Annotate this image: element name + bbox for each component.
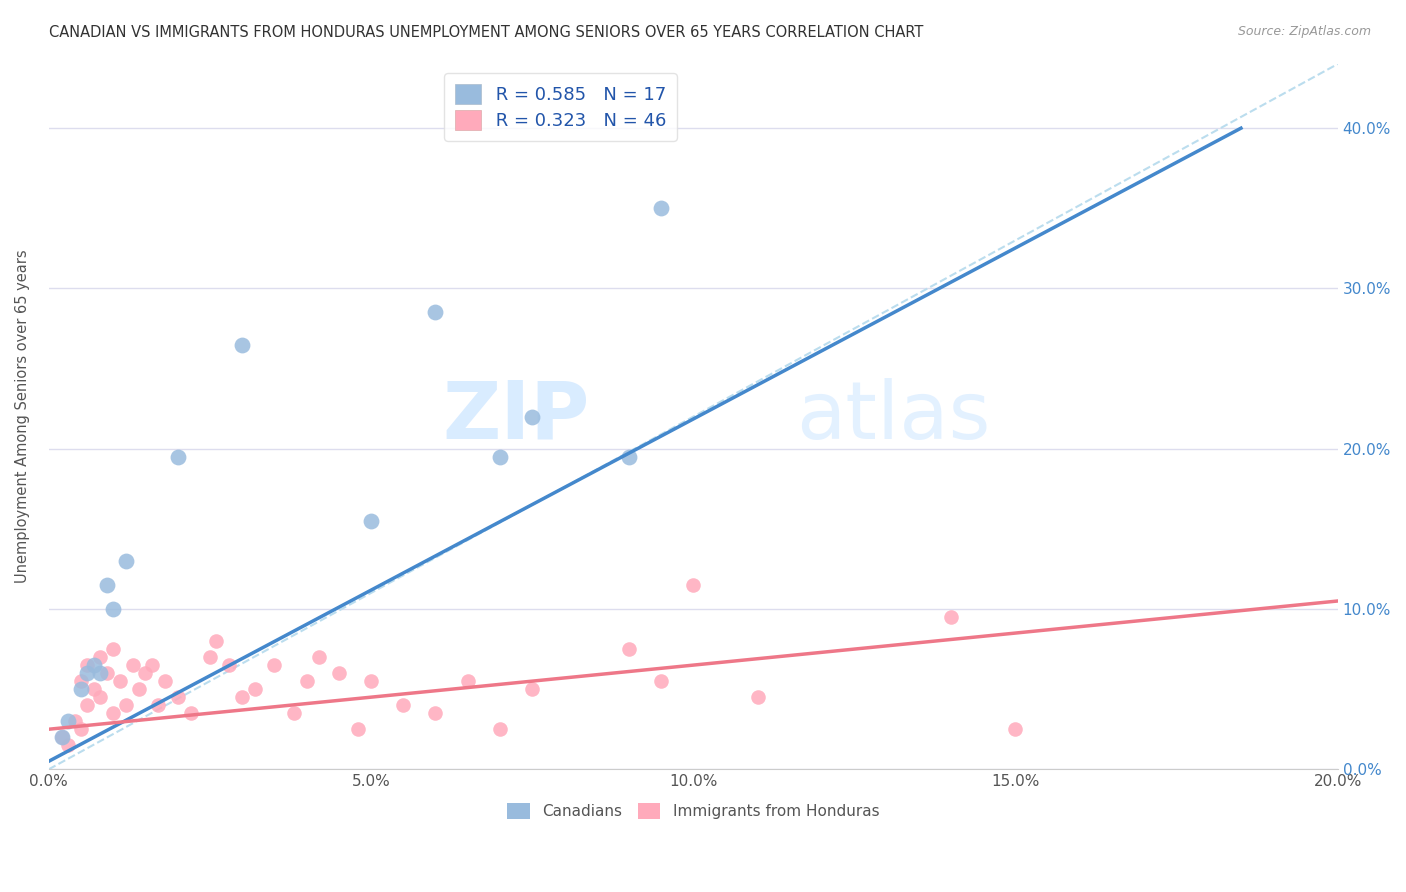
Point xyxy=(76,658,98,673)
Point xyxy=(96,578,118,592)
Point xyxy=(83,658,105,673)
Point xyxy=(63,714,86,729)
Point xyxy=(617,450,640,464)
Point xyxy=(650,674,672,689)
Point xyxy=(56,738,79,752)
Point xyxy=(89,690,111,705)
Point xyxy=(205,634,228,648)
Point xyxy=(198,650,221,665)
Point xyxy=(243,682,266,697)
Point xyxy=(1004,723,1026,737)
Text: ZIP: ZIP xyxy=(443,377,591,456)
Point xyxy=(263,658,285,673)
Point xyxy=(283,706,305,721)
Point xyxy=(103,706,125,721)
Point xyxy=(939,610,962,624)
Point xyxy=(747,690,769,705)
Point xyxy=(115,698,138,713)
Point xyxy=(520,409,543,424)
Point xyxy=(70,674,93,689)
Point xyxy=(180,706,202,721)
Point xyxy=(295,674,318,689)
Point xyxy=(650,202,672,216)
Point xyxy=(51,731,73,745)
Point xyxy=(328,666,350,681)
Point xyxy=(360,674,382,689)
Point xyxy=(103,642,125,657)
Point xyxy=(166,690,188,705)
Point xyxy=(166,450,188,464)
Point xyxy=(218,658,240,673)
Text: Source: ZipAtlas.com: Source: ZipAtlas.com xyxy=(1237,25,1371,38)
Point xyxy=(56,714,79,729)
Point xyxy=(682,578,704,592)
Point xyxy=(231,337,253,351)
Point xyxy=(347,723,370,737)
Point xyxy=(89,650,111,665)
Point xyxy=(489,723,512,737)
Point xyxy=(134,666,156,681)
Point xyxy=(121,658,143,673)
Point xyxy=(115,554,138,568)
Point xyxy=(489,450,512,464)
Y-axis label: Unemployment Among Seniors over 65 years: Unemployment Among Seniors over 65 years xyxy=(15,250,30,583)
Point xyxy=(153,674,176,689)
Point xyxy=(457,674,479,689)
Point xyxy=(96,666,118,681)
Point xyxy=(308,650,330,665)
Point xyxy=(128,682,150,697)
Legend: Canadians, Immigrants from Honduras: Canadians, Immigrants from Honduras xyxy=(501,797,886,825)
Point xyxy=(89,666,111,681)
Point xyxy=(141,658,163,673)
Point xyxy=(425,706,447,721)
Point xyxy=(103,602,125,616)
Point xyxy=(360,514,382,528)
Point xyxy=(392,698,415,713)
Point xyxy=(70,682,93,697)
Point xyxy=(231,690,253,705)
Point xyxy=(425,305,447,319)
Point xyxy=(520,682,543,697)
Text: atlas: atlas xyxy=(796,377,991,456)
Point xyxy=(76,698,98,713)
Point xyxy=(51,731,73,745)
Point xyxy=(83,682,105,697)
Point xyxy=(108,674,131,689)
Point xyxy=(617,642,640,657)
Point xyxy=(70,723,93,737)
Point xyxy=(76,666,98,681)
Point xyxy=(148,698,170,713)
Text: CANADIAN VS IMMIGRANTS FROM HONDURAS UNEMPLOYMENT AMONG SENIORS OVER 65 YEARS CO: CANADIAN VS IMMIGRANTS FROM HONDURAS UNE… xyxy=(49,25,924,40)
